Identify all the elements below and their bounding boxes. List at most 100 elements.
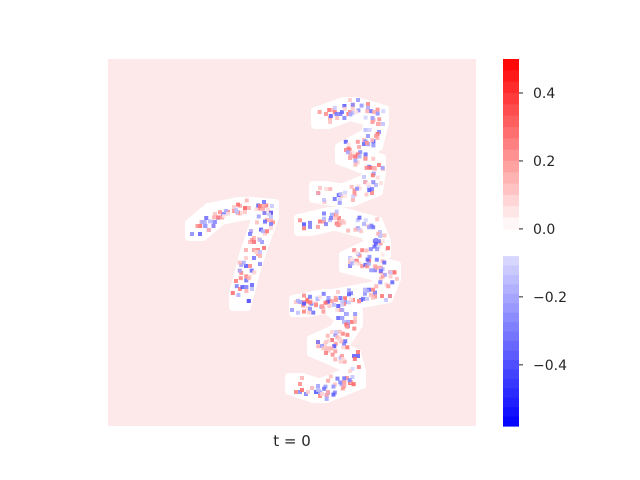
heatmap-pixel bbox=[270, 204, 274, 208]
heatmap-pixel bbox=[346, 142, 351, 147]
heatmap-pixel bbox=[302, 222, 306, 227]
heatmap-pixel bbox=[302, 293, 306, 298]
heatmap-pixel bbox=[378, 268, 383, 273]
colorbar-segment bbox=[503, 331, 519, 342]
heatmap-strokes bbox=[185, 97, 401, 403]
heatmap-pixel bbox=[334, 209, 339, 214]
heatmap-pixel bbox=[357, 145, 361, 149]
heatmap-pixel bbox=[213, 212, 217, 216]
heatmap-pixel bbox=[244, 256, 248, 260]
colorbar-segment bbox=[503, 256, 519, 267]
heatmap-pixel bbox=[347, 300, 351, 305]
heatmap-pixel bbox=[371, 295, 375, 300]
heatmap-pixel bbox=[206, 228, 211, 232]
heatmap-pixel bbox=[369, 292, 373, 297]
heatmap-pixel bbox=[342, 359, 347, 364]
colorbar-tick-label: 0.0 bbox=[533, 222, 555, 238]
heatmap-pixel bbox=[349, 261, 354, 266]
heatmap-pixel bbox=[263, 219, 267, 224]
heatmap-pixel bbox=[366, 185, 371, 190]
colorbar-segment bbox=[503, 160, 519, 173]
heatmap-pixel bbox=[352, 188, 357, 193]
heatmap-pixel bbox=[195, 224, 200, 228]
heatmap-background bbox=[108, 59, 476, 426]
heatmap-pixel bbox=[330, 212, 334, 217]
heatmap-pixel bbox=[261, 229, 265, 234]
heatmap-pixel bbox=[203, 224, 208, 228]
heatmap-pixel bbox=[328, 218, 332, 223]
heatmap-pixel bbox=[363, 291, 367, 296]
heatmap-pixel bbox=[326, 348, 331, 353]
heatmap-pixel bbox=[334, 213, 339, 218]
heatmap-pixel bbox=[343, 139, 348, 144]
heatmap-pixel bbox=[392, 270, 397, 275]
heatmap-pixel bbox=[343, 190, 348, 195]
heatmap-pixel bbox=[222, 214, 226, 219]
heatmap-pixel bbox=[368, 247, 373, 252]
heatmap-pixel bbox=[218, 210, 222, 215]
heatmap-pixel bbox=[370, 173, 375, 178]
heatmap-pixel bbox=[296, 310, 300, 315]
heatmap-pixel bbox=[369, 109, 374, 114]
heatmap-pixel bbox=[367, 254, 372, 259]
heatmap-pixel bbox=[348, 369, 353, 373]
heatmap-pixel bbox=[386, 246, 390, 250]
heatmap-pixel bbox=[244, 289, 249, 293]
heatmap-pixel bbox=[339, 302, 344, 307]
heatmap-pixel bbox=[247, 206, 251, 210]
heatmap-pixel bbox=[248, 232, 252, 236]
heatmap-pixel bbox=[343, 296, 347, 301]
heatmap-pixel bbox=[244, 248, 248, 252]
heatmap-pixel bbox=[330, 299, 334, 304]
heatmap-pixel bbox=[325, 346, 330, 351]
heatmap-pixel bbox=[310, 386, 314, 390]
heatmap-pixel bbox=[330, 352, 335, 357]
heatmap-pixel bbox=[340, 357, 345, 361]
heatmap-pixel bbox=[372, 244, 377, 249]
heatmap-pixel bbox=[324, 187, 329, 191]
colorbar-ticks: 0.4 0.2 0.0 −0.2 −0.4 bbox=[519, 86, 567, 374]
heatmap-pixel bbox=[340, 354, 344, 358]
heatmap-pixel bbox=[332, 106, 337, 110]
heatmap-pixel bbox=[382, 260, 387, 265]
heatmap-pixel bbox=[256, 214, 261, 219]
heatmap-pixel bbox=[362, 222, 366, 226]
heatmap-pixel bbox=[353, 227, 358, 232]
heatmap-pixel bbox=[250, 287, 254, 291]
heatmap-pixel bbox=[346, 320, 350, 324]
colorbar: 0.4 0.2 0.0 −0.2 −0.4 bbox=[503, 59, 567, 427]
heatmap-pixel bbox=[375, 247, 380, 252]
heatmap-pixel bbox=[356, 365, 361, 369]
heatmap-pixel bbox=[322, 198, 326, 202]
colorbar-segment bbox=[503, 284, 519, 295]
colorbar-segment bbox=[503, 217, 519, 230]
heatmap-pixel bbox=[328, 114, 333, 118]
heatmap-pixel bbox=[342, 302, 346, 306]
heatmap-pixel bbox=[360, 264, 365, 269]
heatmap-pixel bbox=[343, 194, 347, 198]
heatmap-pixel bbox=[296, 298, 300, 303]
heatmap-pixel bbox=[350, 106, 355, 111]
heatmap-pixel bbox=[305, 299, 310, 304]
heatmap-pixel bbox=[339, 298, 344, 303]
heatmap-pixel bbox=[371, 143, 376, 148]
heatmap-pixel bbox=[366, 106, 370, 110]
heatmap-pixel bbox=[263, 231, 267, 236]
heatmap-pixel bbox=[262, 211, 267, 215]
heatmap-pixel bbox=[365, 288, 369, 293]
heatmap-pixel bbox=[322, 211, 326, 216]
heatmap-pixel bbox=[243, 206, 247, 210]
heatmap-pixel bbox=[294, 390, 298, 394]
heatmap-pixel bbox=[323, 300, 328, 305]
heatmap-pixel bbox=[234, 279, 238, 283]
heatmap-pixel bbox=[244, 274, 249, 279]
heatmap-pixel bbox=[356, 354, 360, 358]
heatmap-pixel bbox=[322, 216, 326, 221]
heatmap-pixel bbox=[371, 180, 376, 185]
heatmap-pixel bbox=[337, 216, 341, 220]
heatmap-pixel bbox=[332, 390, 337, 395]
heatmap-panel bbox=[108, 59, 476, 426]
heatmap-pixel bbox=[364, 192, 369, 197]
heatmap-pixel bbox=[239, 270, 244, 275]
heatmap-pixel bbox=[298, 218, 302, 223]
